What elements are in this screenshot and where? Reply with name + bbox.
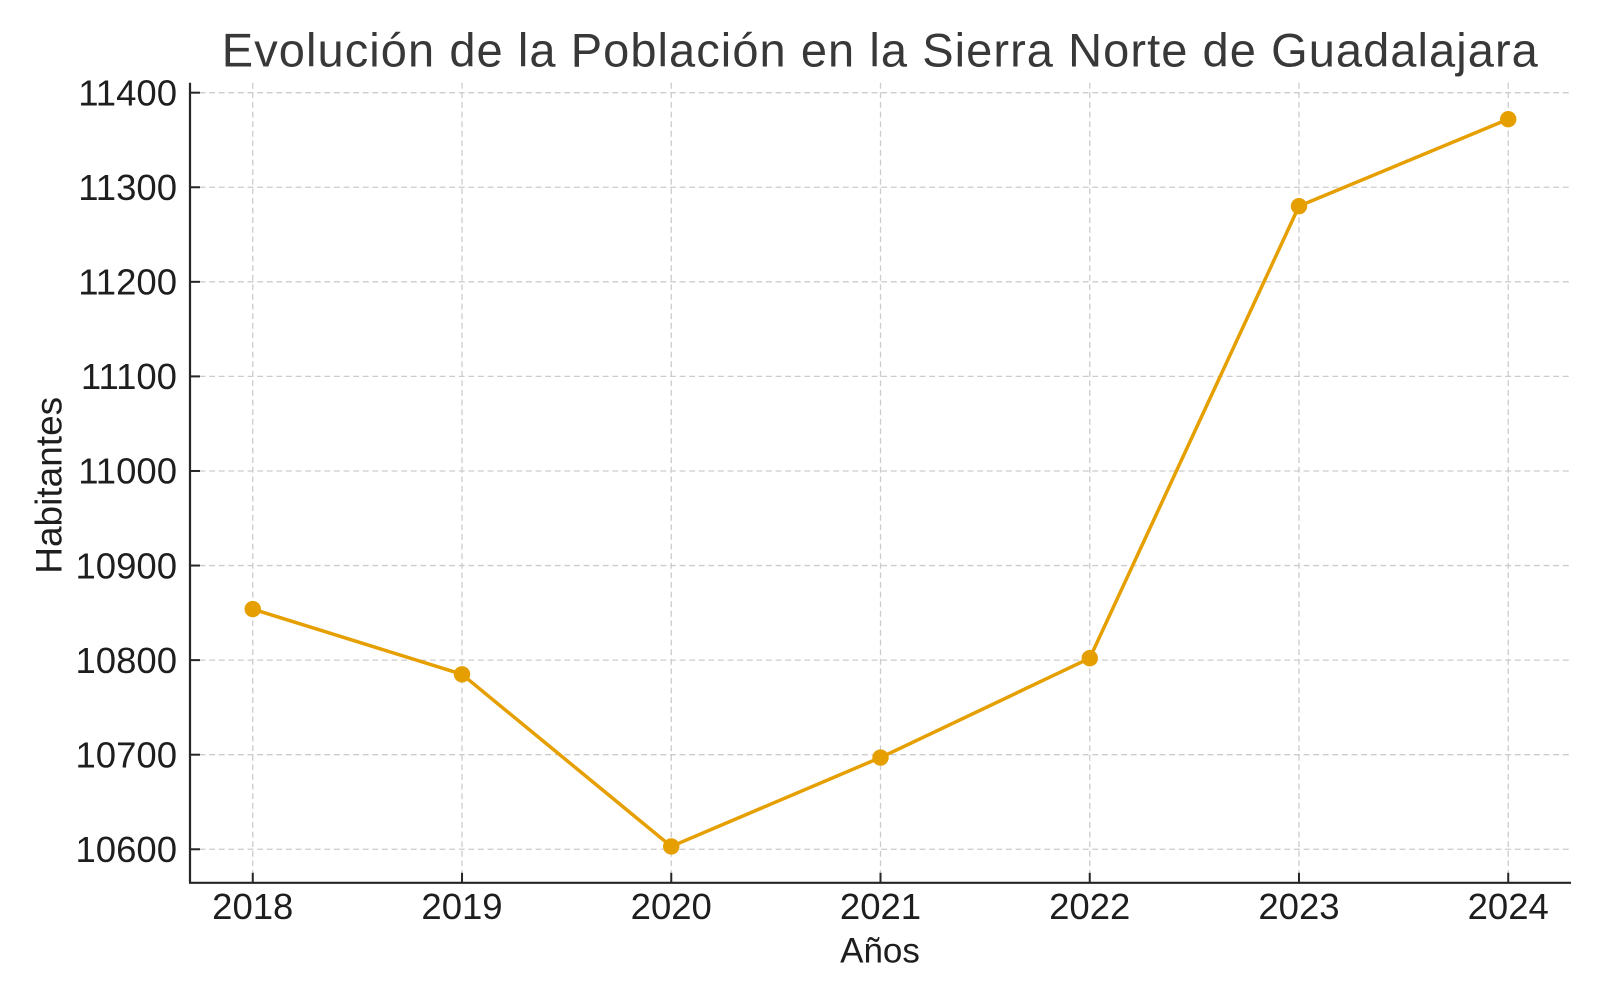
svg-text:2023: 2023 [1258,886,1339,927]
svg-text:2019: 2019 [421,886,502,927]
svg-text:2020: 2020 [631,886,712,927]
svg-text:2022: 2022 [1049,886,1130,927]
svg-text:11300: 11300 [78,167,177,208]
svg-text:11100: 11100 [81,356,177,397]
svg-text:2018: 2018 [212,886,293,927]
svg-text:11400: 11400 [78,72,177,113]
svg-text:10600: 10600 [76,829,178,870]
svg-text:Habitantes: Habitantes [29,397,70,574]
svg-text:Años: Años [840,932,920,971]
svg-text:2021: 2021 [840,886,921,927]
svg-text:11000: 11000 [78,451,177,492]
svg-text:10900: 10900 [76,545,178,586]
svg-text:10700: 10700 [76,734,178,775]
svg-text:10800: 10800 [76,640,178,681]
svg-text:11200: 11200 [78,262,177,303]
svg-text:Evolución de la Población en l: Evolución de la Población en la Sierra N… [222,23,1539,76]
svg-text:2024: 2024 [1468,886,1549,927]
